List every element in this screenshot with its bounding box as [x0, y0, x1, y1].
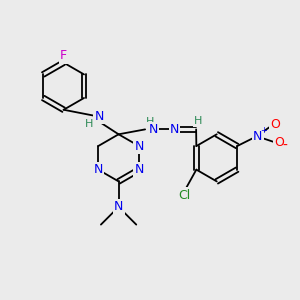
Text: +: +	[260, 126, 267, 135]
Text: H: H	[85, 119, 93, 130]
Text: N: N	[170, 123, 179, 136]
Text: N: N	[94, 110, 104, 123]
Text: N: N	[134, 140, 144, 153]
Text: O: O	[271, 118, 281, 131]
Text: Cl: Cl	[178, 189, 191, 202]
Text: N: N	[253, 130, 262, 143]
Text: N: N	[114, 200, 123, 213]
Text: H: H	[146, 116, 154, 127]
Text: -: -	[283, 139, 288, 153]
Text: O: O	[274, 136, 284, 148]
Text: N: N	[94, 163, 103, 176]
Text: N: N	[134, 163, 144, 176]
Text: H: H	[194, 116, 202, 126]
Text: N: N	[148, 123, 158, 136]
Text: F: F	[60, 49, 67, 62]
